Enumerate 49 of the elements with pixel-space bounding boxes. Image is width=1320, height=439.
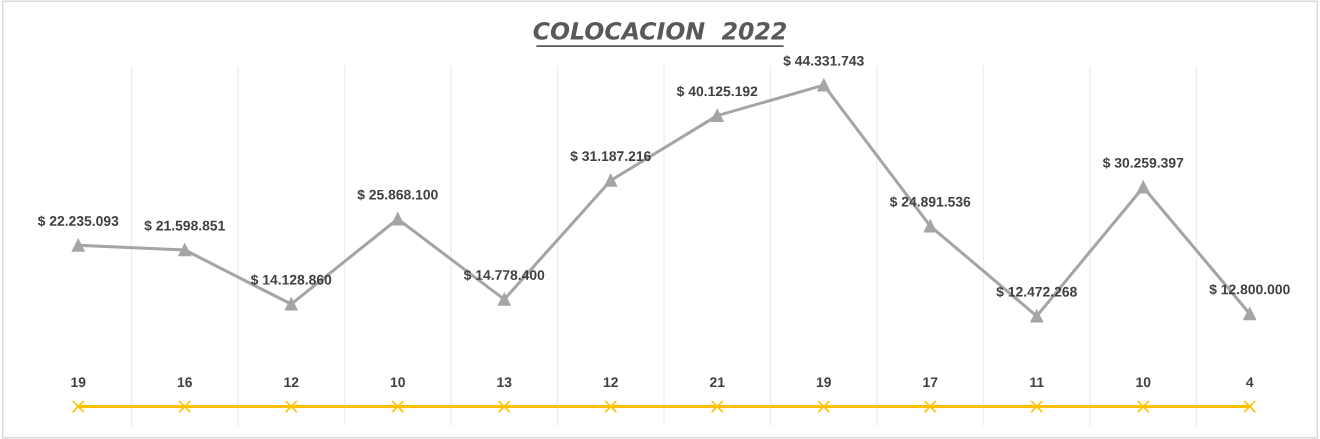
data-label: 4 bbox=[1246, 377, 1254, 387]
point bbox=[710, 109, 724, 123]
point bbox=[284, 400, 298, 413]
point bbox=[178, 400, 192, 413]
point bbox=[1243, 400, 1257, 413]
point bbox=[923, 219, 937, 233]
data-label: $ 40.125.192 bbox=[676, 85, 758, 98]
point bbox=[1030, 400, 1044, 413]
point bbox=[71, 238, 85, 252]
data-label: $ 44.331.743 bbox=[783, 55, 864, 67]
data-label: 11 bbox=[1030, 377, 1044, 387]
data-label: 12 bbox=[284, 377, 299, 387]
data-label: 13 bbox=[497, 377, 512, 388]
data-label: $ 25.868.100 bbox=[357, 189, 438, 201]
data-label: 16 bbox=[177, 377, 192, 388]
point bbox=[604, 400, 618, 413]
data-label: $ 31.187.216 bbox=[570, 150, 651, 162]
data-label: $ 24.891.536 bbox=[889, 196, 971, 208]
point bbox=[1243, 307, 1257, 321]
data-label: $ 22.235.093 bbox=[37, 215, 119, 227]
point bbox=[817, 400, 831, 413]
point bbox=[71, 400, 85, 413]
data-label: $ 12.800.000 bbox=[1209, 283, 1290, 296]
data-label: $ 14.128.860 bbox=[250, 274, 332, 286]
data-label: 10 bbox=[390, 377, 405, 388]
point bbox=[497, 400, 511, 413]
point bbox=[497, 293, 511, 306]
point bbox=[284, 297, 298, 311]
chart-title: COLOCACION 2022 bbox=[533, 21, 786, 40]
data-label: 19 bbox=[71, 377, 86, 388]
point bbox=[1136, 180, 1150, 194]
data-label: 12 bbox=[603, 377, 618, 387]
point bbox=[391, 212, 405, 226]
point bbox=[710, 400, 724, 413]
data-label: 10 bbox=[1136, 377, 1151, 388]
point bbox=[604, 174, 618, 187]
point bbox=[1030, 309, 1044, 323]
data-label: 21 bbox=[710, 377, 725, 387]
point bbox=[391, 400, 405, 413]
data-label: $ 12.472.268 bbox=[996, 286, 1077, 298]
data-label: $ 14.778.400 bbox=[463, 269, 545, 281]
data-label: 19 bbox=[816, 377, 831, 388]
point bbox=[1136, 400, 1150, 413]
point bbox=[178, 243, 192, 257]
data-label: $ 21.598.851 bbox=[144, 220, 225, 232]
data-label: 17 bbox=[923, 377, 938, 387]
point bbox=[923, 400, 937, 413]
data-label: $ 30.259.397 bbox=[1102, 157, 1184, 169]
point bbox=[817, 78, 831, 92]
